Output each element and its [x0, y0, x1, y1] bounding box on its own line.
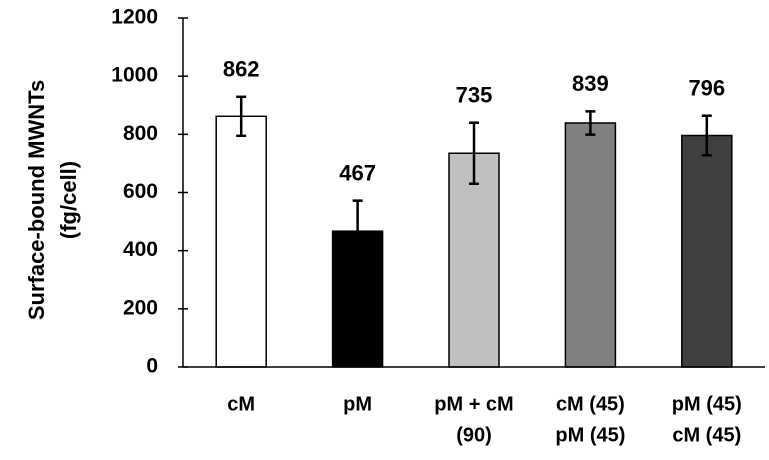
y-axis-title: Surface-bound MWNTs (fg/cell)	[24, 80, 81, 320]
y-label-line: (fg/cell)	[56, 161, 81, 239]
value-label: 467	[339, 160, 376, 185]
x-tick-label: (90)	[456, 424, 492, 446]
bar	[448, 152, 500, 368]
y-tick-label: 400	[123, 238, 158, 261]
y-tick-label: 600	[123, 180, 158, 203]
y-tick-label: 1200	[111, 6, 158, 29]
y-tick-label: 200	[123, 296, 158, 319]
y-label-line: Surface-bound MWNTs	[24, 80, 49, 320]
bar	[564, 122, 617, 368]
y-tick-label: 800	[123, 122, 158, 145]
x-tick-label: cM	[227, 393, 255, 415]
value-label: 796	[688, 76, 725, 101]
x-tick-label: pM (45)	[672, 393, 742, 415]
x-tick-label: pM + cM	[434, 393, 513, 415]
x-tick-label: cM (45)	[556, 393, 625, 415]
y-tick-label: 1000	[111, 64, 158, 87]
x-tick-label: pM (45)	[555, 424, 625, 446]
x-tick-label: pM	[343, 393, 372, 415]
value-label: 735	[456, 83, 493, 108]
bar	[681, 134, 733, 368]
y-tick-label: 0	[146, 355, 158, 378]
value-label: 862	[223, 57, 260, 82]
bar	[215, 115, 267, 368]
x-tick-label: cM (45)	[672, 424, 741, 446]
value-label: 839	[572, 71, 609, 96]
